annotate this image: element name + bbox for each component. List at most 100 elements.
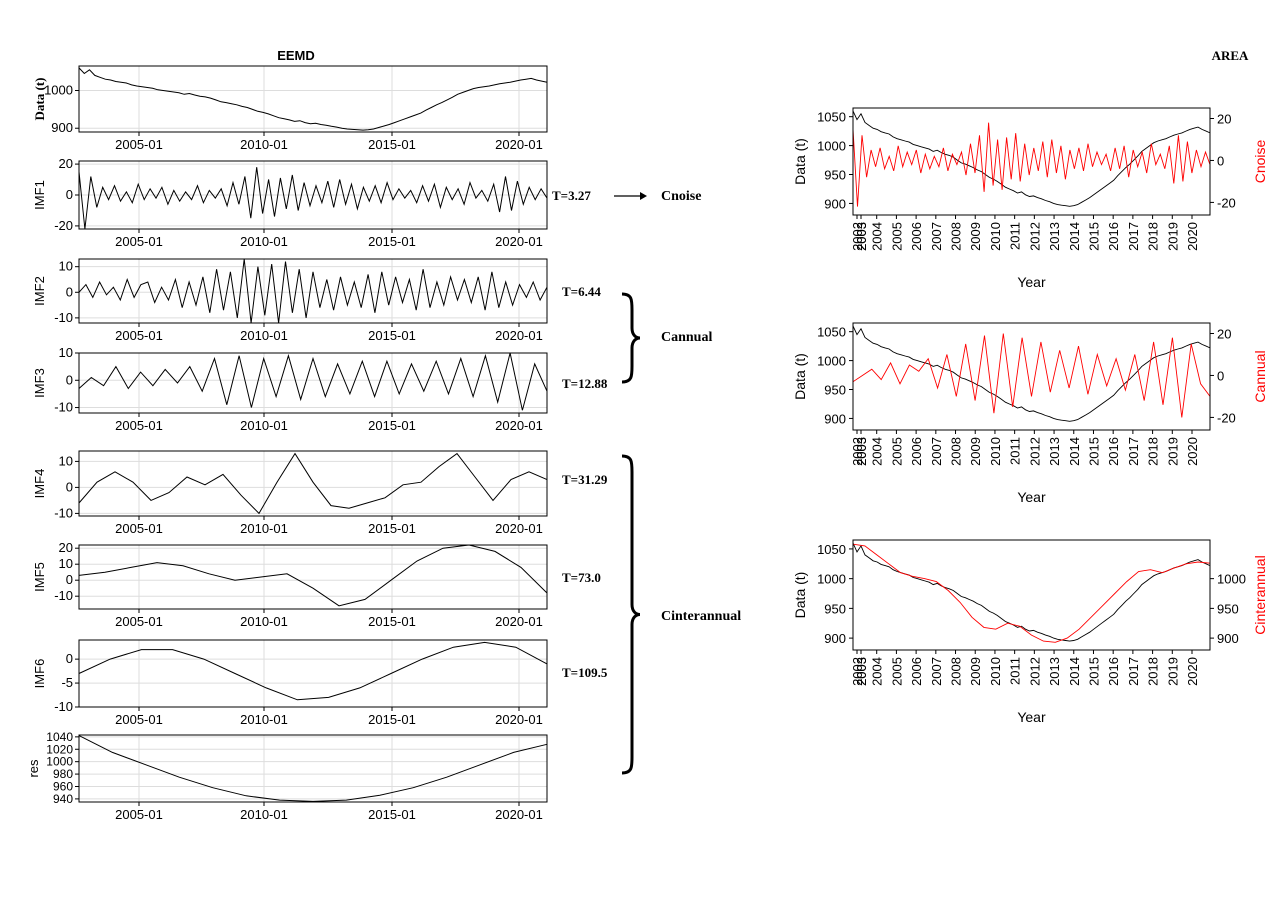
y-tick-label: 10 [59, 556, 73, 571]
series-line [78, 167, 548, 230]
x-tick-label: 2016 [1106, 437, 1121, 466]
plot-frame [78, 734, 548, 803]
eemd-panel-3: 2005-01 2010-01 2015-01 2020-01 -10 0 10 IMF2 [32, 258, 548, 343]
y-axis-label: IMF2 [32, 276, 47, 306]
x-tick-label: 2010-01 [240, 712, 288, 727]
x-tick-label: 2013 [1047, 437, 1062, 466]
plot-frame [78, 639, 548, 708]
x-tick-label: 2010-01 [240, 234, 288, 249]
series-line [78, 258, 548, 324]
y-tick-label: 950 [824, 168, 846, 183]
x-tick-label: 2005-01 [115, 418, 163, 433]
y-tick-label: 950 [824, 383, 846, 398]
x-tick-label: 2005 [889, 657, 904, 686]
x-tick-label: 2015-01 [368, 807, 416, 822]
x-tick-label: 2006 [909, 657, 924, 686]
x-tick-label: 2005-01 [115, 712, 163, 727]
y-axis-label: IMF4 [32, 469, 47, 499]
y-tick-label: 10 [59, 453, 73, 468]
y-tick-label: 900 [824, 196, 846, 211]
x-tick-label: 2010-01 [240, 328, 288, 343]
eemd-panel-7: 2005-01 2010-01 2015-01 2020-01 -10 -5 0 IMF6 [32, 639, 548, 727]
x-tick-label: 2008 [949, 222, 964, 251]
x-tick-label: 2014 [1067, 657, 1082, 686]
y-tick-label: 0 [66, 479, 73, 494]
y-tick-label: 20 [59, 156, 73, 171]
x-tick-label: 2015-01 [368, 137, 416, 152]
x-tick-label: 2002 [850, 222, 865, 251]
eemd-panel-5: 2005-01 2010-01 2015-01 2020-01 -10 0 10 IMF4 [32, 450, 548, 536]
y-right-tick-label: 20 [1217, 326, 1231, 341]
x-tick-label: 2010 [988, 437, 1003, 466]
x-tick-label: 2012 [1027, 222, 1042, 251]
y-right-tick-label: 0 [1217, 368, 1224, 383]
x-tick-label: 2002 [850, 437, 865, 466]
y-axis-label: IMF5 [32, 562, 47, 592]
period-label: T=73.0 [562, 570, 601, 585]
y-right-tick-label: -20 [1217, 195, 1236, 210]
x-tick-label: 2013 [1047, 222, 1062, 251]
y-tick-label: 0 [66, 572, 73, 587]
y-right-axis-label: Cinterannual [1252, 555, 1267, 634]
component-line [852, 122, 1211, 207]
x-tick-label: 2013 [1047, 657, 1062, 686]
x-tick-label: 2007 [929, 222, 944, 251]
x-tick-label: 2020 [1185, 222, 1200, 251]
x-tick-label: 2007 [929, 437, 944, 466]
x-tick-label: 2006 [909, 437, 924, 466]
x-tick-label: 2005-01 [115, 807, 163, 822]
x-tick-label: 2010-01 [240, 614, 288, 629]
x-tick-label: 2010 [988, 657, 1003, 686]
y-axis-label: IMF3 [32, 368, 47, 398]
x-tick-label: 2014 [1067, 222, 1082, 251]
x-tick-label: 2017 [1126, 222, 1141, 251]
x-tick-label: 2010-01 [240, 807, 288, 822]
x-tick-label: 2019 [1165, 437, 1180, 466]
arrow-head [640, 192, 647, 200]
y-tick-label: 1050 [817, 110, 846, 125]
y-tick-label: -10 [54, 699, 73, 714]
eemd-panel-8: 2005-01 2010-01 2015-01 2020-01 940960980100… [26, 730, 548, 822]
x-tick-label: 2005 [889, 437, 904, 466]
x-tick-label: 2015-01 [368, 614, 416, 629]
series-line [78, 352, 548, 411]
eemd-panel-2: 2005-01 2010-01 2015-01 2020-01 -20 0 20 IMF1 [32, 156, 548, 249]
annotations-layer: T=3.27 T=6.44 T=12.88 T=31.29 T=73.0 T=109.5 C… [552, 188, 741, 775]
x-tick-label: 2020 [1185, 437, 1200, 466]
x-tick-label: 2018 [1146, 222, 1161, 251]
data-line [852, 110, 1211, 207]
y-tick-label: 1040 [46, 730, 73, 744]
x-tick-label: 2007 [929, 657, 944, 686]
series-line [78, 452, 548, 515]
x-tick-label: 2016 [1106, 222, 1121, 251]
y-tick-label: 0 [66, 187, 73, 202]
x-tick-label: 2008 [949, 657, 964, 686]
y-tick-label: 980 [53, 767, 73, 781]
x-tick-label: 2015-01 [368, 328, 416, 343]
component-line [852, 333, 1211, 418]
x-tick-label: 2009 [968, 437, 983, 466]
y-axis-label: Data (t) [792, 353, 808, 400]
x-tick-label: 2003 [854, 222, 869, 251]
x-tick-label: 2020-01 [495, 328, 543, 343]
x-axis-label: Year [1017, 709, 1046, 725]
group-label: Cnoise [661, 189, 701, 204]
plot-frame [852, 322, 1211, 431]
x-tick-label: 2010 [988, 222, 1003, 251]
x-tick-label: 2015 [1086, 657, 1101, 686]
y-axis-label: res [26, 759, 41, 778]
x-tick-label: 2016 [1106, 657, 1121, 686]
y-axis-label: IMF1 [32, 180, 47, 210]
y-axis-label: Data (t) [792, 572, 808, 619]
x-tick-label: 2005-01 [115, 137, 163, 152]
y-tick-label: 960 [53, 779, 73, 793]
data-line [852, 542, 1211, 642]
x-tick-label: 2004 [870, 437, 885, 466]
period-label: T=109.5 [562, 665, 608, 680]
x-tick-label: 2005-01 [115, 234, 163, 249]
component-line [852, 543, 1211, 643]
x-tick-label: 2011 [1008, 657, 1023, 685]
